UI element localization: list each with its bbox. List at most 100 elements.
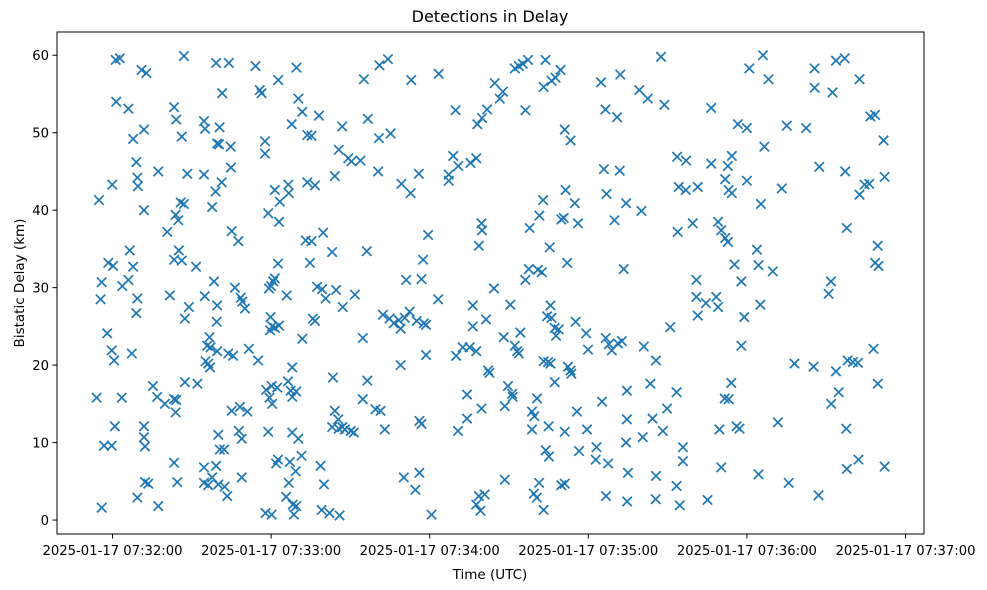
- detection-marker: [526, 424, 538, 435]
- detection-marker: [256, 87, 267, 99]
- detection-marker: [476, 403, 487, 414]
- detection-marker: [450, 350, 462, 362]
- detection-marker: [833, 386, 844, 398]
- detection-marker: [211, 300, 223, 311]
- detection-marker: [316, 504, 327, 516]
- detection-marker: [239, 303, 251, 314]
- detection-marker: [823, 288, 834, 300]
- detection-marker: [452, 425, 464, 437]
- detection-marker: [214, 444, 226, 455]
- detection-marker: [91, 392, 102, 403]
- detection-marker: [680, 155, 692, 166]
- detection-marker: [621, 385, 633, 396]
- detection-marker: [286, 391, 298, 403]
- detection-marker: [475, 505, 486, 517]
- detection-marker: [538, 504, 549, 516]
- detection-marker: [757, 49, 769, 61]
- detection-marker: [710, 291, 722, 303]
- detection-marker: [210, 57, 222, 69]
- detection-marker: [141, 67, 152, 79]
- detection-marker: [333, 423, 345, 434]
- detection-marker: [524, 222, 535, 234]
- detection-marker: [687, 218, 699, 229]
- detection-marker: [281, 290, 293, 301]
- detection-marker: [178, 50, 190, 62]
- detection-marker: [405, 187, 416, 199]
- detection-marker: [293, 93, 304, 104]
- detection-marker: [531, 393, 543, 404]
- detection-marker: [138, 431, 150, 443]
- detection-marker: [410, 484, 421, 496]
- detection-marker: [461, 389, 473, 400]
- detection-marker: [170, 114, 182, 125]
- detection-marker: [182, 168, 193, 180]
- detection-marker: [853, 454, 864, 465]
- detection-marker: [229, 282, 241, 293]
- detection-marker: [614, 69, 626, 80]
- detection-marker: [484, 367, 495, 379]
- detection-marker: [159, 398, 171, 410]
- detection-marker: [316, 283, 328, 295]
- detection-marker: [642, 93, 654, 104]
- detection-marker: [296, 106, 308, 118]
- detection-marker: [531, 492, 543, 503]
- detection-marker: [250, 60, 261, 72]
- detection-marker: [269, 184, 281, 196]
- detection-marker: [839, 166, 851, 177]
- detection-marker: [388, 317, 400, 329]
- detection-marker: [813, 489, 824, 501]
- detection-marker: [334, 510, 345, 521]
- detection-marker: [755, 198, 767, 210]
- detection-marker: [337, 301, 349, 313]
- detection-marker: [290, 500, 302, 512]
- detection-marker: [225, 162, 237, 173]
- detection-marker: [502, 380, 514, 392]
- detection-marker: [543, 421, 554, 432]
- detection-marker: [481, 104, 493, 115]
- detection-marker: [602, 458, 614, 469]
- detection-marker: [375, 405, 386, 417]
- detection-marker: [470, 345, 482, 357]
- detection-marker: [362, 113, 374, 125]
- detection-marker: [199, 123, 211, 135]
- x-tick-label: 2025-01-17 07:35:00: [518, 544, 658, 559]
- detection-marker: [719, 393, 730, 404]
- detection-marker: [645, 378, 656, 390]
- detection-marker: [284, 456, 296, 468]
- detection-marker: [168, 457, 180, 469]
- detection-marker: [722, 160, 734, 172]
- detection-marker: [362, 375, 373, 386]
- detection-marker: [600, 104, 611, 115]
- detection-marker: [513, 348, 525, 359]
- detection-marker: [873, 260, 884, 272]
- detection-marker: [691, 274, 702, 286]
- detection-marker: [176, 255, 188, 266]
- detection-marker: [345, 425, 356, 437]
- detection-marker: [170, 394, 182, 406]
- detection-marker: [614, 165, 626, 176]
- detection-marker: [260, 384, 272, 396]
- detection-marker: [266, 398, 278, 410]
- detection-marker: [317, 227, 329, 238]
- detection-marker: [382, 53, 394, 65]
- detection-marker: [712, 301, 724, 313]
- detection-marker: [108, 355, 120, 366]
- detection-marker: [333, 144, 345, 156]
- detection-marker: [283, 187, 295, 199]
- detection-marker: [479, 489, 490, 500]
- detection-marker: [142, 478, 154, 489]
- detection-marker: [355, 155, 366, 166]
- detection-marker: [497, 86, 509, 97]
- detection-marker: [273, 320, 285, 331]
- detection-marker: [726, 187, 738, 199]
- detection-marker: [272, 74, 284, 86]
- detection-marker: [840, 423, 852, 434]
- detection-marker: [461, 413, 473, 424]
- detection-marker: [329, 405, 341, 417]
- detection-marker: [621, 496, 633, 507]
- detection-marker: [538, 81, 549, 93]
- detection-marker: [138, 204, 150, 216]
- detection-marker: [499, 474, 511, 486]
- detection-marker: [536, 266, 548, 278]
- detection-marker: [549, 376, 561, 388]
